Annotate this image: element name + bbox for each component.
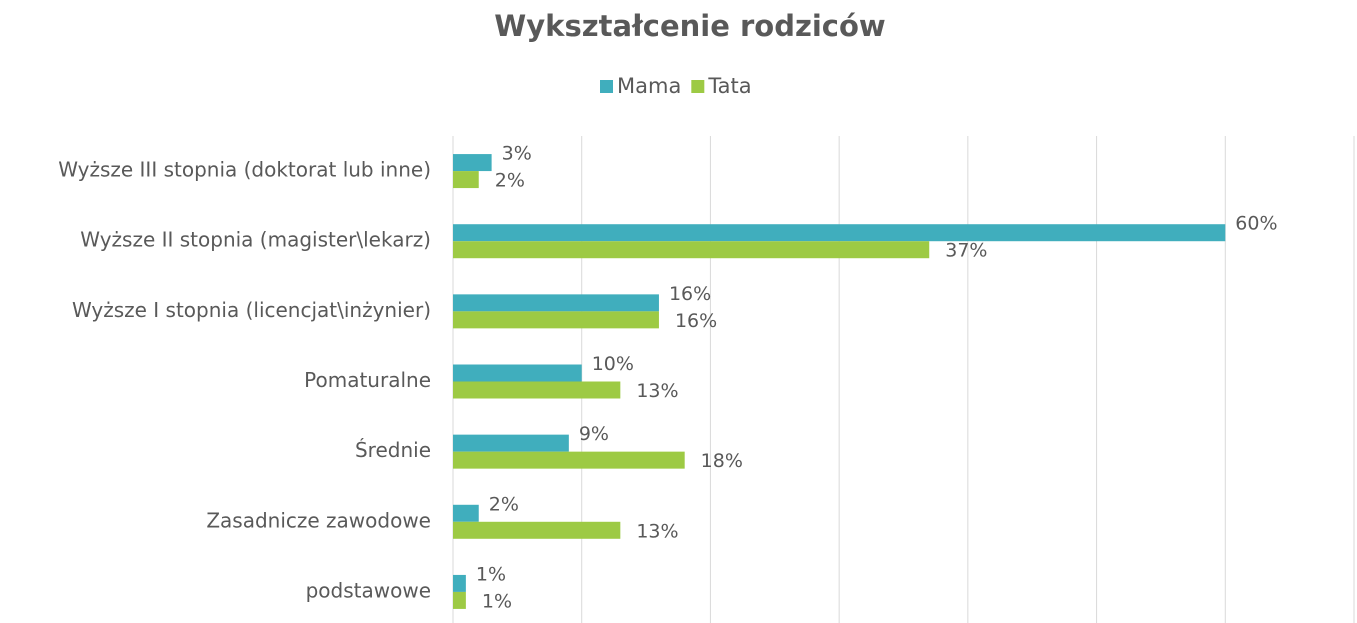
y-tick-label: Zasadnicze zawodowe — [206, 508, 431, 532]
bar — [453, 574, 466, 592]
y-tick-label: podstawowe — [306, 578, 431, 602]
data-label: 16% — [675, 310, 717, 332]
bar — [453, 311, 659, 329]
bar — [453, 241, 930, 259]
data-label: 2% — [489, 493, 519, 515]
legend-swatch — [691, 80, 705, 93]
data-label: 60% — [1235, 213, 1277, 235]
data-label: 18% — [701, 450, 743, 472]
bar — [453, 451, 685, 469]
bar — [453, 171, 479, 189]
y-tick-label: Średnie — [355, 438, 431, 462]
bar — [453, 591, 466, 609]
bar — [453, 521, 621, 539]
y-tick-label: Wyższe III stopnia (doktorat lub inne) — [58, 158, 431, 182]
bar — [453, 381, 621, 399]
y-tick-label: Wyższe I stopnia (licencjat\inżynier) — [72, 298, 431, 322]
data-label: 10% — [592, 353, 634, 375]
bar — [453, 364, 582, 382]
data-label: 2% — [495, 170, 525, 192]
chart-title: Wykształcenie rodziców — [494, 9, 885, 43]
data-label: 3% — [502, 143, 532, 165]
bar — [453, 224, 1226, 242]
bar — [453, 504, 479, 522]
bar — [453, 154, 492, 172]
y-tick-label: Wyższe II stopnia (magister\lekarz) — [80, 228, 431, 252]
y-tick-label: Pomaturalne — [304, 368, 431, 392]
data-label: 1% — [482, 590, 512, 612]
legend-label: Tata — [707, 74, 751, 98]
legend-label: Mama — [617, 74, 681, 98]
data-label: 9% — [579, 423, 609, 445]
bar — [453, 294, 659, 312]
data-label: 13% — [636, 520, 678, 542]
bar — [453, 434, 569, 452]
data-label: 37% — [945, 240, 987, 262]
legend-swatch — [600, 80, 613, 93]
data-label: 1% — [476, 563, 506, 585]
data-label: 16% — [669, 283, 711, 305]
data-label: 13% — [636, 380, 678, 402]
